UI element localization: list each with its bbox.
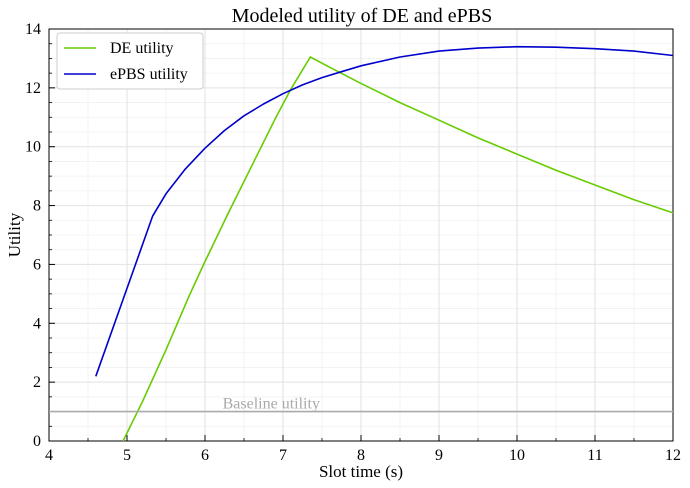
chart-title: Modeled utility of DE and ePBS (232, 5, 493, 27)
y-tick-label: 4 (33, 315, 41, 332)
x-tick-label: 6 (201, 447, 209, 464)
epbs-utility-line (95, 45, 674, 377)
legend-label-de: DE utility (110, 40, 174, 57)
annotations: Baseline utility (223, 396, 320, 413)
y-tick-label: 8 (33, 198, 41, 215)
legend-box (56, 32, 204, 90)
de-utility-line (122, 56, 674, 442)
grid-lines (48, 28, 674, 442)
x-tick-label: 10 (509, 447, 525, 464)
x-tick-label: 7 (279, 447, 287, 464)
y-tick-label: 2 (33, 374, 41, 391)
legend: DE utility ePBS utility (56, 32, 204, 90)
x-tick-label: 5 (123, 447, 131, 464)
y-tick-label: 14 (25, 21, 41, 38)
y-tick-label: 0 (33, 433, 41, 450)
x-tick-label: 4 (45, 447, 53, 464)
legend-label-epbs: ePBS utility (110, 66, 188, 83)
x-axis-label: Slot time (s) (319, 462, 403, 481)
baseline-utility-annotation: Baseline utility (223, 396, 320, 413)
y-tick-label: 10 (25, 139, 41, 156)
y-tick-label: 12 (25, 80, 41, 97)
y-tick-label: 6 (33, 256, 41, 273)
y-axis-label: Utility (5, 212, 24, 257)
axis-ticks: 4 5 6 7 8 9 10 11 12 0 2 4 6 8 10 12 14 (25, 21, 681, 464)
x-tick-label: 8 (357, 447, 365, 464)
x-tick-label: 11 (587, 447, 602, 464)
x-tick-label: 9 (435, 447, 443, 464)
x-tick-label: 12 (665, 447, 681, 464)
series-lines (49, 45, 674, 442)
